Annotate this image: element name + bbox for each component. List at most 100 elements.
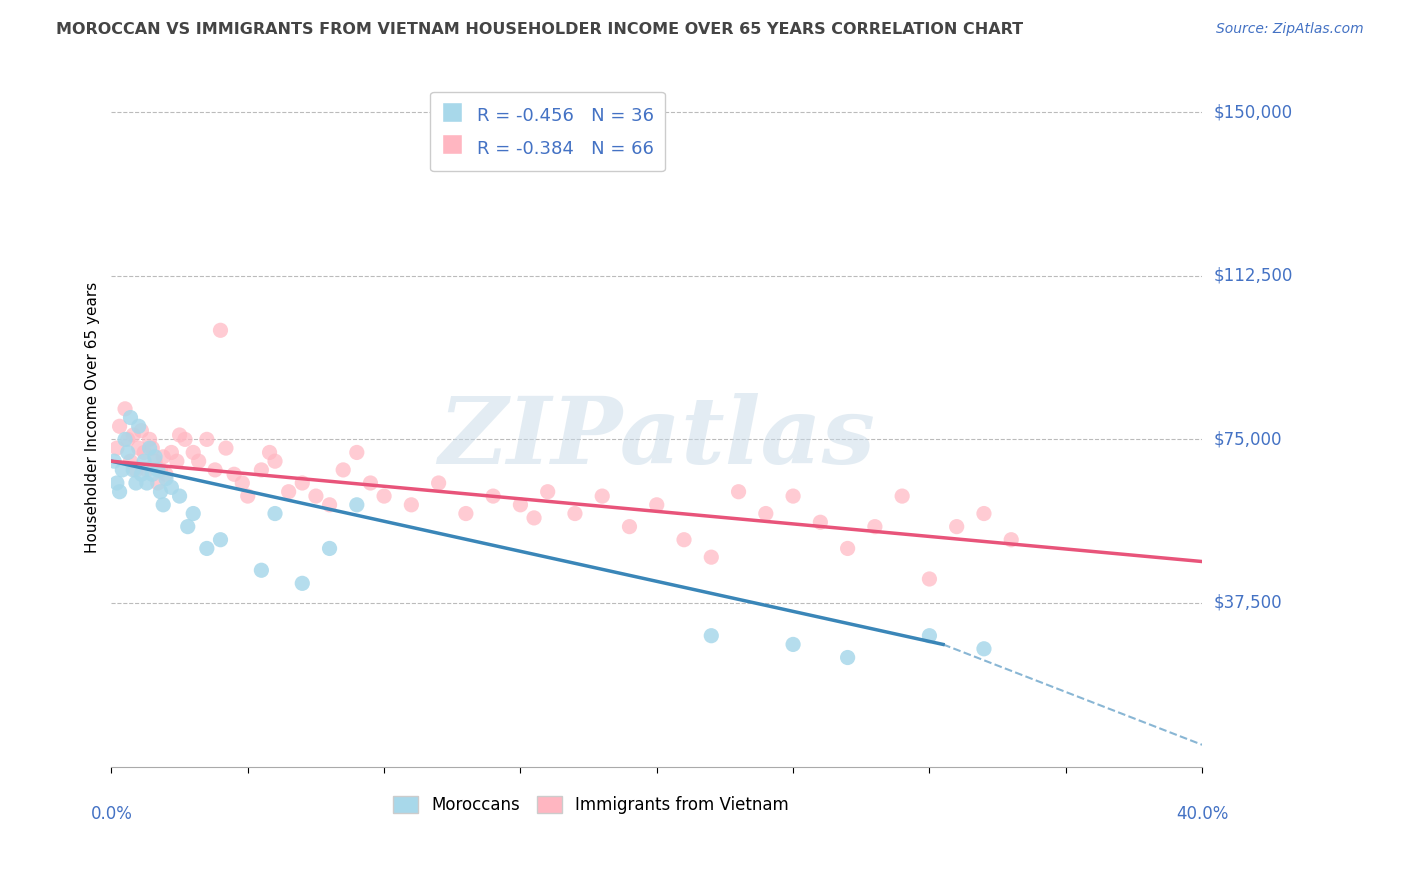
Point bbox=[700, 550, 723, 565]
Point bbox=[564, 507, 586, 521]
Point bbox=[808, 516, 831, 530]
Point bbox=[427, 475, 450, 490]
Point bbox=[209, 323, 232, 337]
Point bbox=[837, 541, 859, 556]
Point bbox=[169, 489, 191, 503]
Point bbox=[135, 463, 157, 477]
Text: MOROCCAN VS IMMIGRANTS FROM VIETNAM HOUSEHOLDER INCOME OVER 65 YEARS CORRELATION: MOROCCAN VS IMMIGRANTS FROM VIETNAM HOUS… bbox=[56, 22, 1024, 37]
Point bbox=[181, 445, 204, 459]
Point bbox=[135, 475, 157, 490]
Point bbox=[209, 533, 232, 547]
Point bbox=[673, 533, 696, 547]
Point bbox=[700, 629, 723, 643]
Point bbox=[114, 401, 136, 416]
Point bbox=[143, 454, 166, 468]
Point bbox=[236, 489, 259, 503]
Point bbox=[128, 419, 150, 434]
Point bbox=[973, 641, 995, 656]
Point bbox=[125, 463, 148, 477]
Point bbox=[149, 484, 172, 499]
Point bbox=[146, 475, 169, 490]
Point bbox=[277, 484, 299, 499]
Point bbox=[155, 472, 177, 486]
Point bbox=[149, 463, 172, 477]
Point bbox=[401, 498, 423, 512]
Point bbox=[152, 450, 174, 464]
Text: $112,500: $112,500 bbox=[1213, 267, 1292, 285]
Point bbox=[250, 563, 273, 577]
Point bbox=[117, 433, 139, 447]
Point bbox=[837, 650, 859, 665]
Point bbox=[231, 475, 253, 490]
Point bbox=[215, 441, 238, 455]
Point bbox=[259, 445, 281, 459]
Point bbox=[138, 433, 160, 447]
Point bbox=[195, 433, 218, 447]
Legend: Moroccans, Immigrants from Vietnam: Moroccans, Immigrants from Vietnam bbox=[387, 789, 796, 821]
Point bbox=[195, 541, 218, 556]
Point bbox=[134, 445, 156, 459]
Point bbox=[318, 498, 340, 512]
Point bbox=[155, 467, 177, 482]
Point bbox=[945, 519, 967, 533]
Point bbox=[454, 507, 477, 521]
Point bbox=[114, 433, 136, 447]
Point bbox=[537, 484, 560, 499]
Point bbox=[591, 489, 613, 503]
Point bbox=[131, 424, 153, 438]
Point bbox=[141, 467, 163, 482]
Point bbox=[782, 489, 804, 503]
Point bbox=[125, 475, 148, 490]
Text: 40.0%: 40.0% bbox=[1175, 805, 1229, 823]
Point bbox=[108, 419, 131, 434]
Point bbox=[160, 480, 183, 494]
Point bbox=[755, 507, 778, 521]
Point bbox=[727, 484, 749, 499]
Point bbox=[177, 519, 200, 533]
Point bbox=[1000, 533, 1022, 547]
Point bbox=[141, 441, 163, 455]
Point bbox=[105, 441, 128, 455]
Point bbox=[181, 507, 204, 521]
Point bbox=[122, 428, 145, 442]
Point bbox=[131, 467, 153, 482]
Point bbox=[111, 463, 134, 477]
Point bbox=[187, 454, 209, 468]
Point bbox=[291, 475, 314, 490]
Point bbox=[166, 454, 188, 468]
Point bbox=[250, 463, 273, 477]
Text: $75,000: $75,000 bbox=[1213, 430, 1282, 449]
Text: 0.0%: 0.0% bbox=[90, 805, 132, 823]
Text: ZIPatlas: ZIPatlas bbox=[439, 393, 876, 483]
Point bbox=[117, 445, 139, 459]
Point bbox=[138, 441, 160, 455]
Text: Source: ZipAtlas.com: Source: ZipAtlas.com bbox=[1216, 22, 1364, 37]
Point bbox=[108, 484, 131, 499]
Point bbox=[174, 433, 197, 447]
Point bbox=[291, 576, 314, 591]
Point bbox=[645, 498, 668, 512]
Point bbox=[346, 498, 368, 512]
Point bbox=[509, 498, 531, 512]
Point bbox=[482, 489, 505, 503]
Point bbox=[120, 410, 142, 425]
Point bbox=[160, 445, 183, 459]
Y-axis label: Householder Income Over 65 years: Householder Income Over 65 years bbox=[86, 282, 100, 553]
Point bbox=[305, 489, 328, 503]
Point bbox=[619, 519, 641, 533]
Point bbox=[863, 519, 886, 533]
Point bbox=[332, 463, 354, 477]
Point bbox=[152, 498, 174, 512]
Point bbox=[122, 463, 145, 477]
Point bbox=[359, 475, 381, 490]
Point bbox=[120, 454, 142, 468]
Point bbox=[318, 541, 340, 556]
Point bbox=[134, 454, 156, 468]
Point bbox=[891, 489, 914, 503]
Point bbox=[103, 454, 125, 468]
Point bbox=[918, 629, 941, 643]
Point bbox=[146, 463, 169, 477]
Point bbox=[143, 450, 166, 464]
Point bbox=[128, 441, 150, 455]
Point bbox=[523, 511, 546, 525]
